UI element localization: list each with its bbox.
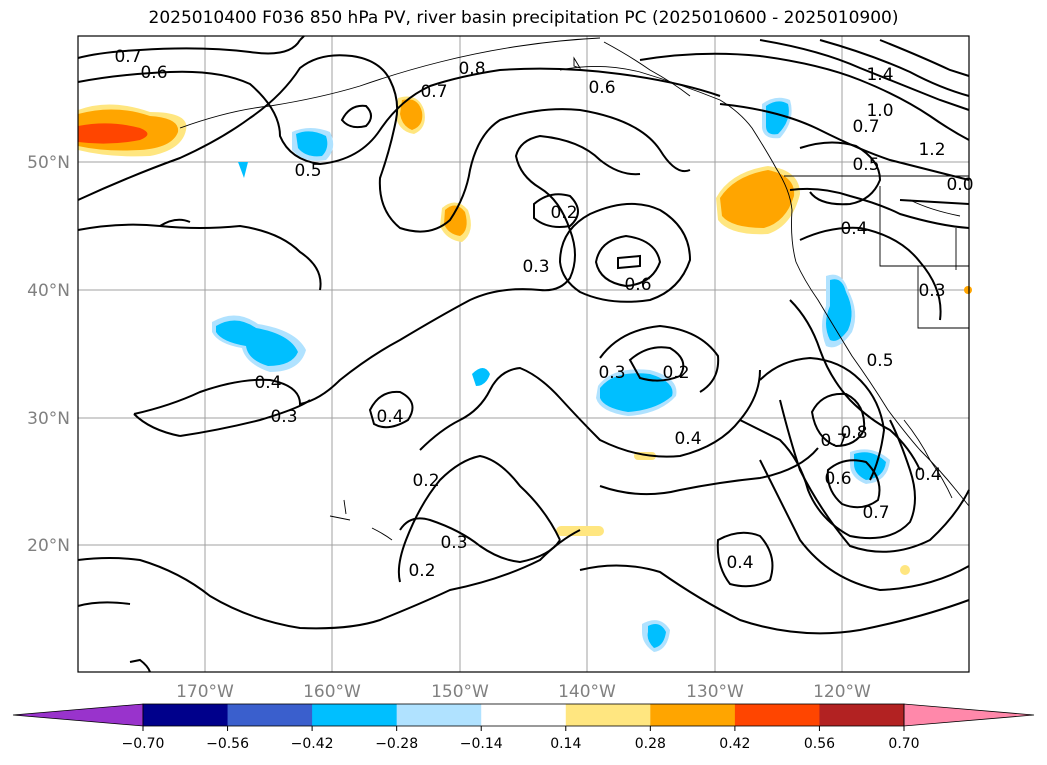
- precip-positive: [444, 205, 467, 236]
- colorbar-tick-label: 0.56: [804, 736, 835, 752]
- lat-tick-label: 30°N: [27, 409, 70, 429]
- contour-label: 0.7: [114, 47, 141, 67]
- contour-label: 0.0: [946, 175, 973, 195]
- lon-tick-label: 170°W: [176, 682, 234, 702]
- lon-tick-labels: 170°W 160°W 150°W 140°W 130°W 120°W: [176, 682, 871, 702]
- precip-negative: [600, 373, 673, 412]
- contour-label: 0.3: [918, 281, 945, 301]
- colorbar-segment: [312, 704, 398, 726]
- colorbar-segment: [143, 704, 229, 726]
- colorbar-tick-label: −0.56: [206, 736, 249, 752]
- lat-tick-label: 40°N: [27, 281, 70, 301]
- contour-label: 0.5: [294, 161, 321, 181]
- colorbar-tick-label: 0.70: [888, 736, 919, 752]
- lon-tick-label: 130°W: [686, 682, 744, 702]
- contour-label: 0.4: [376, 407, 403, 427]
- precip-negative: [647, 624, 666, 648]
- precip-negative: [216, 320, 298, 366]
- contour-label: 0.5: [852, 155, 879, 175]
- colorbar-segment: [734, 704, 820, 726]
- coastlines: [179, 37, 970, 541]
- precip-positive: [964, 286, 972, 294]
- colorbar-tick-label: 0.14: [550, 736, 581, 752]
- colorbar: −0.70 −0.56 −0.42 −0.28 −0.14 0.14 0.28 0.42 0.5…: [12, 703, 1035, 752]
- contour-label: 1.0: [866, 101, 893, 121]
- contour-label: 0.7: [862, 503, 889, 523]
- colorbar-segment: [650, 704, 736, 726]
- precip-negative: [766, 101, 789, 135]
- contour-label: 0.2: [408, 561, 435, 581]
- precip-negative: [296, 131, 328, 157]
- chart-title: 2025010400 F036 850 hPa PV, river basin …: [148, 8, 899, 28]
- contour-label: 0.4: [726, 553, 753, 573]
- lat-tick-label: 50°N: [27, 153, 70, 173]
- contour-label: 0.6: [624, 275, 651, 295]
- precip-positive: [720, 170, 795, 228]
- contour-label: 0.8: [458, 59, 485, 79]
- pv-contours: [77, 35, 970, 673]
- precip-positive-light: [900, 565, 910, 575]
- colorbar-tick-label: 0.28: [635, 736, 666, 752]
- colorbar-tick-label: −0.42: [291, 736, 334, 752]
- contour-label: 0.6: [140, 63, 167, 83]
- contour-label: 0.3: [598, 363, 625, 383]
- contour-label: 0.5: [866, 351, 893, 371]
- colorbar-segment: [227, 704, 313, 726]
- contour-label: 0.4: [840, 219, 867, 239]
- contour-label: 1.4: [866, 65, 893, 85]
- colorbar-segment: [565, 704, 651, 726]
- contour-label: 0.6: [824, 469, 851, 489]
- colorbar-tick-label: −0.14: [460, 736, 503, 752]
- contour-label: 0.2: [550, 203, 577, 223]
- lon-tick-label: 120°W: [813, 682, 871, 702]
- lon-tick-label: 160°W: [303, 682, 361, 702]
- colorbar-extend-high: [903, 703, 1035, 727]
- contour-labels: 0.7 0.6 0.8 0.7 0.6 1.4 1.0 0.7 1.2 0.5 …: [114, 47, 973, 581]
- colorbar-segment: [481, 704, 567, 726]
- contour-label: 0.8: [840, 423, 867, 443]
- contour-label: 0.6: [588, 78, 615, 98]
- contour-label: 0.7: [852, 117, 879, 137]
- contour-label: 1.2: [918, 140, 945, 160]
- precip-positive-dark: [78, 123, 148, 144]
- precip-negative: [472, 368, 490, 386]
- colorbar-outline: [142, 703, 905, 727]
- contour-label: 0.3: [270, 407, 297, 427]
- contour-label: 0.4: [914, 465, 941, 485]
- colorbar-tick-label: 0.42: [719, 736, 750, 752]
- colorbar-tick-label: −0.28: [375, 736, 418, 752]
- colorbar-segment: [819, 704, 905, 726]
- lon-tick-label: 140°W: [558, 682, 616, 702]
- contour-label: 0.2: [412, 471, 439, 491]
- contour-label: 0.7: [420, 82, 447, 102]
- precip-negative: [826, 279, 852, 341]
- lon-tick-label: 150°W: [431, 682, 489, 702]
- contour-label: 0.7: [820, 431, 847, 451]
- contour-label: 0.2: [662, 363, 689, 383]
- contour-label: 0.3: [440, 533, 467, 553]
- lat-tick-label: 20°N: [27, 536, 70, 556]
- lat-tick-labels: 50°N 40°N 30°N 20°N: [27, 153, 70, 556]
- precip-shading: [78, 96, 972, 652]
- contour-label: 0.4: [254, 373, 281, 393]
- colorbar-extend-low: [12, 703, 144, 727]
- contour-label: 0.4: [674, 429, 701, 449]
- colorbar-segment: [396, 704, 482, 726]
- map-background: [78, 36, 969, 672]
- precip-negative: [238, 162, 248, 178]
- map-frame: [77, 35, 970, 673]
- precip-positive: [400, 99, 423, 130]
- colorbar-tick-label: −0.70: [122, 736, 165, 752]
- contour-label: 0.3: [522, 257, 549, 277]
